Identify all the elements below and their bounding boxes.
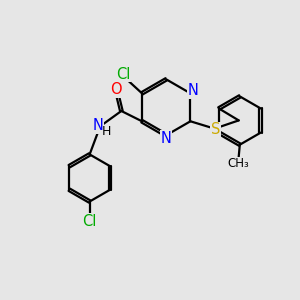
Text: O: O xyxy=(110,82,121,97)
Text: CH₃: CH₃ xyxy=(227,157,249,170)
Text: N: N xyxy=(92,118,103,133)
Text: S: S xyxy=(211,122,220,137)
Text: N: N xyxy=(161,131,172,146)
Text: N: N xyxy=(187,83,198,98)
Text: Cl: Cl xyxy=(116,67,130,82)
Text: Cl: Cl xyxy=(82,214,97,229)
Text: H: H xyxy=(102,125,111,138)
